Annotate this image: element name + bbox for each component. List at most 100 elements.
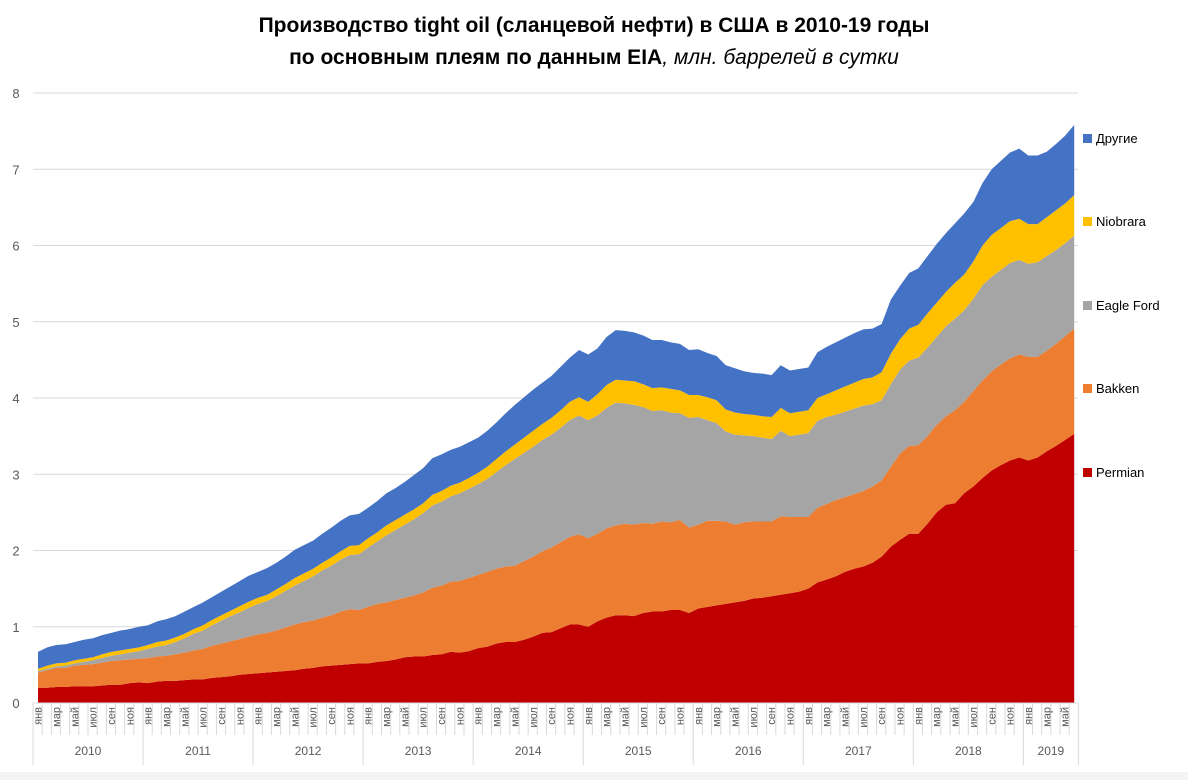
- y-tick-label: 6: [12, 239, 19, 254]
- x-month-label: июл: [748, 707, 760, 728]
- y-tick-label: 5: [12, 315, 19, 330]
- chart-title: Производство tight oil (сланцевой нефти)…: [258, 14, 930, 37]
- x-year-label: 2011: [185, 744, 211, 758]
- x-month-label: сен: [986, 707, 998, 725]
- x-month-label: май: [289, 707, 301, 727]
- x-month-label: май: [730, 707, 742, 727]
- x-month-label: май: [619, 707, 631, 727]
- x-month-label: июл: [88, 707, 100, 728]
- legend-swatch: [1083, 217, 1092, 226]
- x-year-label: 2014: [515, 744, 542, 758]
- x-year-label: 2017: [845, 744, 872, 758]
- x-year-label: 2015: [625, 744, 652, 758]
- x-month-label: июл: [198, 707, 210, 728]
- y-tick-label: 2: [12, 544, 19, 559]
- x-month-label: мар: [51, 707, 63, 727]
- x-month-label: май: [1060, 707, 1072, 727]
- x-month-label: июл: [418, 707, 430, 728]
- x-month-label: ноя: [344, 707, 356, 725]
- x-month-label: ноя: [674, 707, 686, 725]
- x-month-label: сен: [656, 707, 668, 725]
- x-year-label: 2016: [735, 744, 762, 758]
- x-year-label: 2019: [1038, 744, 1065, 758]
- legend-item: Permian: [1083, 465, 1144, 480]
- x-month-label: июл: [858, 707, 870, 728]
- x-month-label: май: [509, 707, 521, 727]
- y-axis: 0 1 2 3 4 5 6 7 8: [12, 86, 19, 711]
- area-bakken: [38, 328, 1075, 688]
- x-month-label: янв: [143, 707, 155, 725]
- legend-label: Другие: [1096, 131, 1138, 146]
- x-month-label: янв: [693, 707, 705, 725]
- x-month-label: ноя: [564, 707, 576, 725]
- x-month-label: сен: [766, 707, 778, 725]
- x-month-label: июл: [638, 707, 650, 728]
- y-tick-label: 8: [12, 86, 19, 101]
- chart-subtitle: по основным плеям по данным EIA, млн. ба…: [0, 46, 1188, 70]
- subtitle-main: по основным плеям по данным EIA: [289, 46, 663, 69]
- legend-item: Другие: [1083, 131, 1138, 146]
- x-axis: янв мар май июл сен ноя янв мар май июл сен ноя янв м…: [32, 702, 1079, 765]
- x-month-label: ноя: [1005, 707, 1017, 725]
- y-tick-label: 7: [12, 162, 19, 177]
- x-month-label: мар: [711, 707, 723, 727]
- x-month-label: янв: [913, 707, 925, 725]
- x-month-label: сен: [326, 707, 338, 725]
- x-month-label: янв: [363, 707, 375, 725]
- x-month-label: май: [840, 707, 852, 727]
- x-year-label: 2013: [405, 744, 432, 758]
- x-month-label: ноя: [785, 707, 797, 725]
- x-month-label: сен: [436, 707, 448, 725]
- area-series: [38, 125, 1075, 703]
- x-month-label: июл: [968, 707, 980, 728]
- x-month-label: мар: [491, 707, 503, 727]
- x-month-label: мар: [931, 707, 943, 727]
- area-другие: [38, 125, 1075, 669]
- x-month-label: мар: [601, 707, 613, 727]
- legend-label: Eagle Ford: [1096, 298, 1160, 313]
- legend-swatch: [1083, 301, 1092, 310]
- x-month-label: мар: [1041, 707, 1053, 727]
- x-month-label: янв: [33, 707, 45, 725]
- area-eagle-ford: [38, 235, 1075, 673]
- x-month-label: ноя: [124, 707, 136, 725]
- y-tick-label: 4: [12, 391, 19, 406]
- x-month-label: ноя: [234, 707, 246, 725]
- x-month-label: мар: [821, 707, 833, 727]
- legend-swatch: [1083, 384, 1092, 393]
- area-permian: [38, 433, 1075, 703]
- x-month-label: сен: [546, 707, 558, 725]
- x-month-label: май: [179, 707, 191, 727]
- x-year-label: 2010: [75, 744, 102, 758]
- x-month-label: янв: [803, 707, 815, 725]
- x-month-label: июл: [308, 707, 320, 728]
- x-month-label: сен: [876, 707, 888, 725]
- legend-item: Bakken: [1083, 381, 1139, 396]
- legend-item: Eagle Ford: [1083, 298, 1160, 313]
- legend-label: Permian: [1096, 465, 1145, 480]
- legend-swatch: [1083, 468, 1092, 477]
- x-month-label: мар: [271, 707, 283, 727]
- legend-swatch: [1083, 134, 1092, 143]
- x-year-label: 2012: [295, 744, 322, 758]
- x-month-label: май: [69, 707, 81, 727]
- subtitle-unit: , млн. баррелей в сутки: [662, 46, 899, 69]
- x-month-label: янв: [473, 707, 485, 725]
- x-month-label: июл: [528, 707, 540, 728]
- x-month-label: мар: [381, 707, 393, 727]
- x-month-label: мар: [161, 707, 173, 727]
- x-month-label: май: [399, 707, 411, 727]
- x-month-label: сен: [106, 707, 118, 725]
- legend-label: Niobrara: [1096, 214, 1146, 229]
- x-month-label: сен: [216, 707, 228, 725]
- legend-label: Bakken: [1096, 381, 1140, 396]
- y-tick-label: 1: [12, 620, 19, 635]
- x-month-label: ноя: [895, 707, 907, 725]
- x-month-label: янв: [253, 707, 265, 725]
- x-month-label: ноя: [454, 707, 466, 725]
- x-year-label: 2018: [955, 744, 982, 758]
- bottom-strip: [0, 772, 1188, 780]
- y-tick-label: 0: [12, 696, 19, 711]
- legend-item: Niobrara: [1083, 214, 1146, 229]
